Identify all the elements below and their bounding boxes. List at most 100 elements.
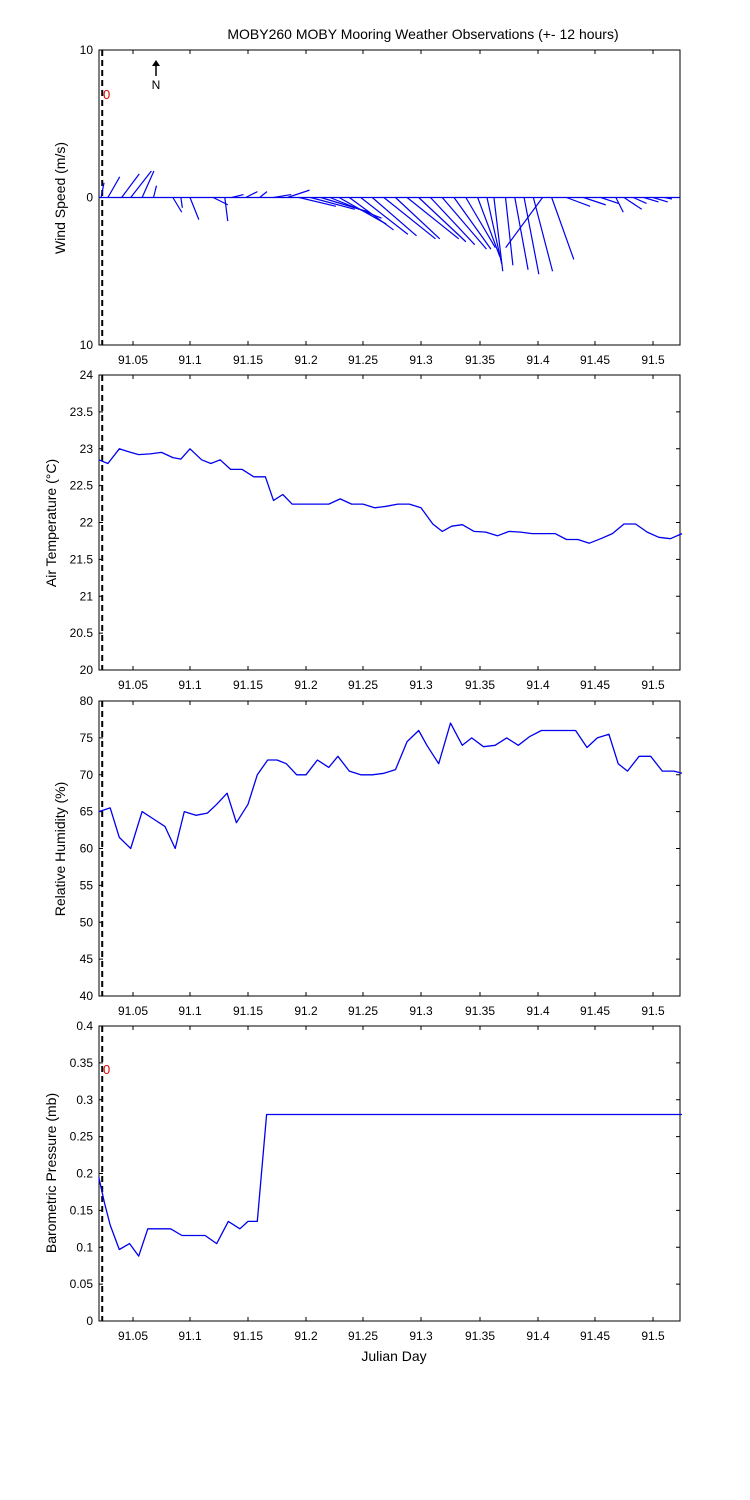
x-tick-label: 91.1 xyxy=(178,678,202,692)
x-tick-label: 91.4 xyxy=(526,678,550,692)
x-tick-label: 91.1 xyxy=(178,1004,202,1018)
wind-vector xyxy=(453,197,492,250)
y-tick-label: 65 xyxy=(80,805,94,819)
wind-vector xyxy=(652,196,668,203)
x-tick-label: 91.2 xyxy=(294,1329,318,1343)
y-tick-label: 24 xyxy=(80,368,94,382)
wind-speed-panel: Wind Speed (m/s) 10 0 10 91.05 91.1 91.15 91.2… xyxy=(52,43,681,367)
y-tick-label: 10 xyxy=(80,338,94,352)
x-tick-label: 91.35 xyxy=(465,1329,495,1343)
north-arrowhead-icon xyxy=(152,60,160,66)
x-axis-label: Julian Day xyxy=(361,1348,426,1364)
x-tick-label: 91.3 xyxy=(409,1329,433,1343)
relative-humidity-panel: Relative Humidity (%) 40 45 50 55 60 65 70 75 80… xyxy=(52,694,683,1018)
x-tick-label: 91.1 xyxy=(178,353,202,367)
y-tick-label: 45 xyxy=(80,952,94,966)
y-tick-label: 0 xyxy=(86,191,93,205)
wind-speed-ylabel: Wind Speed (m/s) xyxy=(52,142,68,254)
wind-vector xyxy=(430,197,476,246)
x-tick-label: 91.25 xyxy=(348,353,378,367)
barometric-pressure-ylabel: Barometric Pressure (mb) xyxy=(43,1093,59,1253)
y-tick-label: 0 xyxy=(86,1314,93,1328)
wind-vector xyxy=(130,170,152,198)
wind-vector xyxy=(259,191,268,198)
y-tick-label: 20 xyxy=(80,663,94,677)
wind-vector xyxy=(643,196,659,203)
y-tick-label: 60 xyxy=(80,842,94,856)
wind-vector xyxy=(583,196,606,206)
y-tick-label: 22.5 xyxy=(70,479,94,493)
x-tick-label: 91.1 xyxy=(178,1329,202,1343)
y-tick-label: 0.15 xyxy=(70,1203,94,1217)
north-indicator: N xyxy=(152,60,161,92)
wind-vector xyxy=(245,191,258,199)
x-tick-label: 91.15 xyxy=(233,678,263,692)
wind-vector xyxy=(514,197,529,270)
wind-vector xyxy=(348,197,394,231)
wind-vector xyxy=(600,196,619,204)
y-tick-label: 22 xyxy=(80,516,94,530)
air_temp-series-line xyxy=(98,448,683,544)
x-tick-label: 91.3 xyxy=(409,1004,433,1018)
x-tick-label: 91.15 xyxy=(233,353,263,367)
wind-vector xyxy=(298,196,337,207)
x-tick-label: 91.15 xyxy=(233,1329,263,1343)
wind-vector xyxy=(664,196,673,200)
wind-vector xyxy=(406,197,460,240)
wind-vector xyxy=(189,197,200,220)
wind-vector xyxy=(273,193,292,199)
y-tick-label: 80 xyxy=(80,694,94,708)
x-tick-label: 91.35 xyxy=(465,678,495,692)
x-tick-label: 91.5 xyxy=(641,1004,665,1018)
x-tick-label: 91.4 xyxy=(526,1004,550,1018)
relative-humidity-ylabel: Relative Humidity (%) xyxy=(52,782,68,917)
x-tick-label: 91.5 xyxy=(641,353,665,367)
x-tick-label: 91.5 xyxy=(641,1329,665,1343)
y-tick-label: 20.5 xyxy=(70,626,94,640)
wind-vector xyxy=(566,196,591,207)
wind-vector xyxy=(523,197,540,275)
wind-vector xyxy=(486,197,503,265)
x-tick-label: 91.35 xyxy=(465,1004,495,1018)
wind-vector xyxy=(371,197,417,237)
y-tick-label: 0.25 xyxy=(70,1130,94,1144)
humidity-series-line xyxy=(98,722,683,850)
x-tick-label: 91.2 xyxy=(294,1004,318,1018)
x-tick-label: 91.05 xyxy=(118,678,148,692)
x-tick-label: 91.15 xyxy=(233,1004,263,1018)
x-tick-label: 91.2 xyxy=(294,353,318,367)
y-tick-label: 50 xyxy=(80,915,94,929)
wind-vector xyxy=(418,197,467,243)
north-label: N xyxy=(152,78,161,92)
x-tick-label: 91.5 xyxy=(641,678,665,692)
wind-vector xyxy=(152,185,158,198)
chart-title: MOBY260 MOBY Mooring Weather Observation… xyxy=(227,26,618,42)
wind-vector xyxy=(224,197,229,222)
x-tick-label: 91.3 xyxy=(409,353,433,367)
pressure-zero-marker-label: 0 xyxy=(103,1062,110,1077)
wind-vector xyxy=(615,197,624,213)
wind-vector xyxy=(231,193,244,199)
y-tick-label: 0.05 xyxy=(70,1277,94,1291)
wind-vector xyxy=(310,196,355,210)
y-tick-label: 75 xyxy=(80,731,94,745)
x-tick-label: 91.05 xyxy=(118,1329,148,1343)
wind-vector xyxy=(383,197,436,240)
wind-zero-marker-label: 0 xyxy=(103,87,110,102)
barometric-pressure-panel: Barometric Pressure (mb) Julian Day 0 0.0… xyxy=(43,1019,682,1364)
wind-vector xyxy=(180,197,183,208)
y-tick-label: 21 xyxy=(80,589,94,603)
x-tick-label: 91.35 xyxy=(465,353,495,367)
plot-frame xyxy=(98,700,681,997)
wind-vector xyxy=(505,197,544,249)
y-tick-label: 0.35 xyxy=(70,1056,94,1070)
x-tick-label: 91.4 xyxy=(526,1329,550,1343)
y-tick-label: 40 xyxy=(80,989,94,1003)
wind-vector xyxy=(441,197,487,250)
pressure-series-line xyxy=(98,1113,682,1257)
wind-vector xyxy=(623,197,643,210)
x-tick-label: 91.45 xyxy=(580,1004,610,1018)
wind-vector xyxy=(493,197,504,272)
wind-vector xyxy=(121,173,140,198)
